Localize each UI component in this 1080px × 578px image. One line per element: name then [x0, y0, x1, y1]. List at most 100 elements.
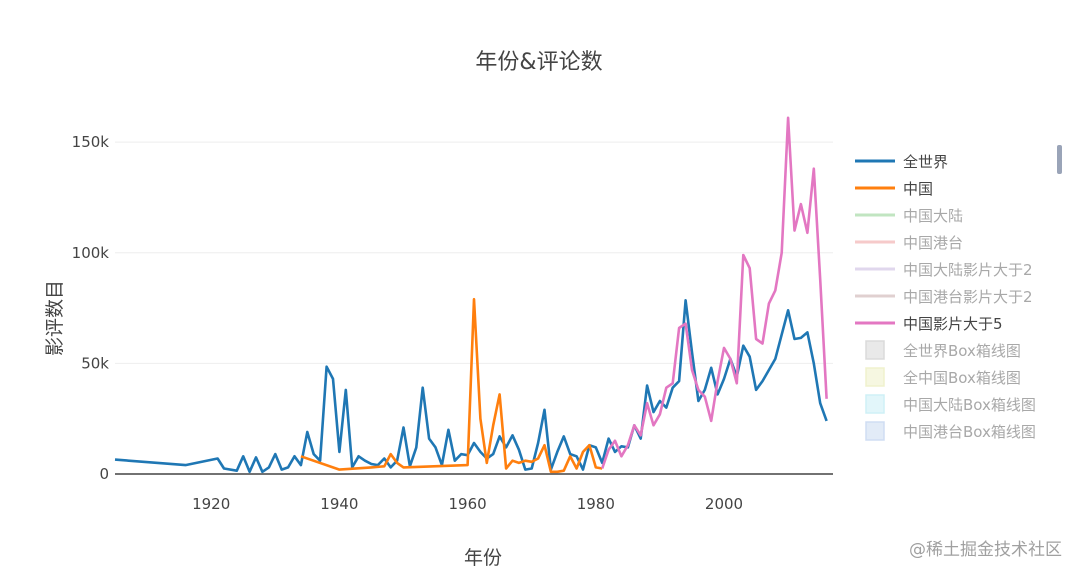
data-point: [523, 458, 528, 463]
legend-item[interactable]: 中国: [855, 180, 933, 198]
data-point: [613, 449, 618, 454]
series-1: [300, 297, 603, 474]
legend-item[interactable]: 中国大陆: [855, 207, 963, 225]
watermark-text: @稀土掘金技术社区: [909, 540, 1062, 560]
data-point: [279, 467, 284, 472]
data-point: [222, 466, 227, 471]
y-tick-label: 150k: [72, 133, 110, 151]
data-point: [510, 458, 515, 463]
legend-label: 中国: [903, 180, 933, 198]
legend-label: 中国大陆影片大于2: [903, 261, 1033, 279]
data-point: [760, 341, 765, 346]
data-point: [311, 452, 316, 457]
data-point: [773, 288, 778, 293]
data-point: [401, 425, 406, 430]
data-point: [779, 250, 784, 255]
data-point: [766, 301, 771, 306]
data-point: [696, 387, 701, 392]
y-axis-ticks: 0 50k 100k 150k: [72, 133, 110, 483]
legend-label: 中国港台Box箱线图: [903, 423, 1036, 441]
data-point: [792, 337, 797, 342]
data-point: [478, 449, 483, 454]
data-point: [516, 460, 521, 465]
data-point: [254, 455, 259, 460]
legend-scrollbar[interactable]: [1057, 145, 1062, 174]
data-point: [811, 361, 816, 366]
legend-item[interactable]: 中国大陆影片大于2: [855, 261, 1033, 279]
data-point: [568, 454, 573, 459]
data-point: [786, 308, 791, 313]
data-point: [715, 379, 720, 384]
data-point: [241, 454, 246, 459]
data-point: [606, 447, 611, 452]
legend-item[interactable]: 中国港台影片大于2: [855, 288, 1033, 306]
data-point: [388, 452, 393, 457]
data-point: [722, 376, 727, 381]
data-point: [677, 326, 682, 331]
series-line: [300, 297, 603, 474]
data-point: [722, 345, 727, 350]
legend-item[interactable]: 中国港台: [855, 234, 963, 252]
data-point: [459, 452, 464, 457]
x-axis-ticks: 1920 1940 1960 1980 2000: [192, 495, 743, 513]
data-point: [427, 436, 432, 441]
data-point: [811, 166, 816, 171]
data-point: [382, 464, 387, 469]
x-tick-label: 1920: [192, 495, 230, 513]
data-point: [696, 399, 701, 404]
legend-item[interactable]: 中国大陆Box箱线图: [865, 394, 1036, 414]
data-point: [645, 383, 650, 388]
data-point: [664, 385, 669, 390]
data-point: [298, 463, 303, 468]
data-point: [286, 465, 291, 470]
legend-item[interactable]: 全世界Box箱线图: [865, 340, 1021, 360]
data-point: [683, 321, 688, 326]
data-point: [818, 277, 823, 282]
legend-swatch-box: [865, 340, 885, 360]
data-point: [645, 401, 650, 406]
data-point: [651, 423, 656, 428]
data-point: [504, 466, 509, 471]
data-point: [779, 332, 784, 337]
data-point: [555, 449, 560, 454]
data-point: [343, 387, 348, 392]
legend-item[interactable]: 全中国Box箱线图: [865, 367, 1021, 387]
data-point: [497, 392, 502, 397]
series-line: [114, 299, 828, 474]
legend-label: 中国港台: [903, 234, 963, 252]
data-point: [677, 379, 682, 384]
data-point: [433, 445, 438, 450]
data-point: [664, 405, 669, 410]
data-point: [741, 343, 746, 348]
data-point: [523, 467, 528, 472]
legend-item[interactable]: 中国影片大于5: [855, 315, 1003, 333]
y-tick-label: 100k: [72, 244, 110, 262]
data-point: [561, 434, 566, 439]
data-point: [766, 368, 771, 373]
legend-item[interactable]: 中国港台Box箱线图: [865, 421, 1036, 441]
data-point: [529, 459, 534, 464]
data-point: [625, 443, 630, 448]
data-point: [452, 458, 457, 463]
data-point: [472, 297, 477, 302]
data-point: [632, 423, 637, 428]
data-point: [574, 466, 579, 471]
data-point: [529, 466, 534, 471]
data-point: [331, 376, 336, 381]
data-point: [472, 441, 477, 446]
legend-item[interactable]: 全世界: [855, 153, 948, 171]
series-0: [114, 299, 829, 474]
data-point: [747, 266, 752, 271]
data-point: [516, 447, 521, 452]
data-point: [670, 381, 675, 386]
data-point: [561, 468, 566, 473]
data-point: [266, 465, 271, 470]
data-point: [824, 418, 829, 423]
data-point: [734, 381, 739, 386]
data-point: [446, 427, 451, 432]
data-point: [702, 394, 707, 399]
data-point: [356, 454, 361, 459]
data-point: [773, 356, 778, 361]
series-6: [600, 116, 828, 469]
data-point: [369, 465, 374, 470]
